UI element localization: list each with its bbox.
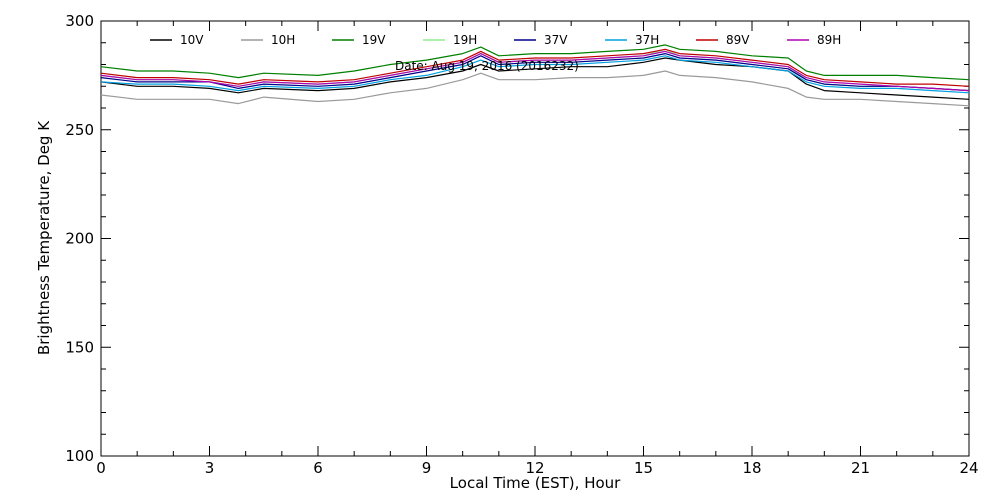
x-tick-label: 18	[742, 459, 761, 477]
series-line-19v	[100, 44, 970, 81]
series-lines	[100, 44, 970, 107]
x-axis-label: Local Time (EST), Hour	[450, 474, 621, 492]
y-tick-label: 100	[65, 447, 94, 465]
legend-label-89h: 89H	[817, 33, 841, 47]
y-axis-label: Brightness Temperature, Deg K	[35, 120, 53, 355]
x-tick-label: 0	[96, 459, 106, 477]
y-tick-label: 250	[65, 121, 94, 139]
series-line-89v	[100, 48, 970, 87]
legend-label-37v: 37V	[544, 33, 568, 47]
legend-label-19h: 19H	[453, 33, 477, 47]
series-line-10v	[100, 57, 970, 100]
x-tick-label: 3	[205, 459, 215, 477]
x-tick-label: 12	[525, 459, 544, 477]
legend-label-89v: 89V	[726, 33, 750, 47]
tick-marks	[100, 20, 970, 457]
chart-title: Date: Aug 19, 2016 (2016232)	[395, 59, 579, 73]
series-line-37h	[100, 55, 970, 94]
x-tick-label: 6	[313, 459, 323, 477]
series-line-89h	[100, 50, 970, 92]
legend-label-37h: 37H	[635, 33, 659, 47]
series-line-37v	[100, 52, 970, 92]
y-tick-label: 300	[65, 12, 94, 30]
y-tick-label: 150	[65, 338, 94, 356]
x-tick-labels: 0 3 6 9 12 15 18 21 24	[96, 459, 978, 477]
legend-label-10v: 10V	[180, 33, 204, 47]
y-tick-label: 200	[65, 230, 94, 248]
legend-label-10h: 10H	[271, 33, 295, 47]
x-tick-label: 15	[634, 459, 653, 477]
y-tick-labels: 100 150 200 250 300	[65, 12, 94, 465]
x-tick-label: 9	[422, 459, 432, 477]
x-tick-label: 21	[851, 459, 870, 477]
x-tick-label: 24	[959, 459, 978, 477]
legend-label-19v: 19V	[362, 33, 386, 47]
legend: 10V 10H 19V 19H 37V 37H 89V 89H	[150, 33, 841, 47]
series-line-10h	[100, 70, 970, 107]
